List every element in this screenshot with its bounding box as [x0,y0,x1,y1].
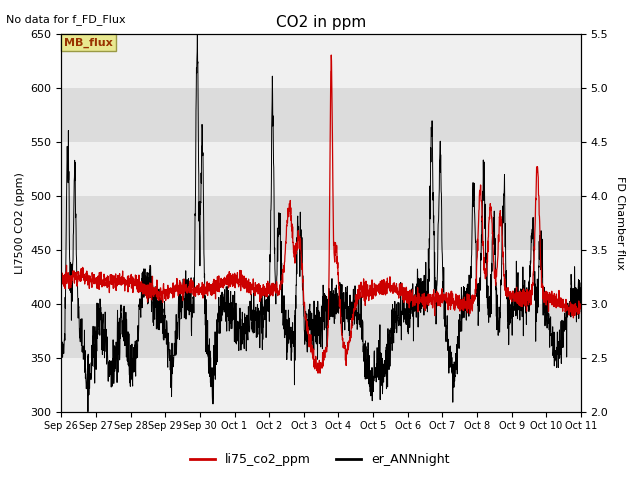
Bar [61,358,581,412]
Title: CO2 in ppm: CO2 in ppm [276,15,366,30]
Bar [61,250,581,304]
Text: No data for f_FD_Flux: No data for f_FD_Flux [6,14,126,25]
Legend: li75_co2_ppm, er_ANNnight: li75_co2_ppm, er_ANNnight [186,448,454,471]
Y-axis label: FD Chamber flux: FD Chamber flux [615,176,625,270]
Text: MB_flux: MB_flux [64,37,113,48]
Y-axis label: LI7500 CO2 (ppm): LI7500 CO2 (ppm) [15,172,25,274]
Bar [61,142,581,196]
Bar [61,34,581,88]
